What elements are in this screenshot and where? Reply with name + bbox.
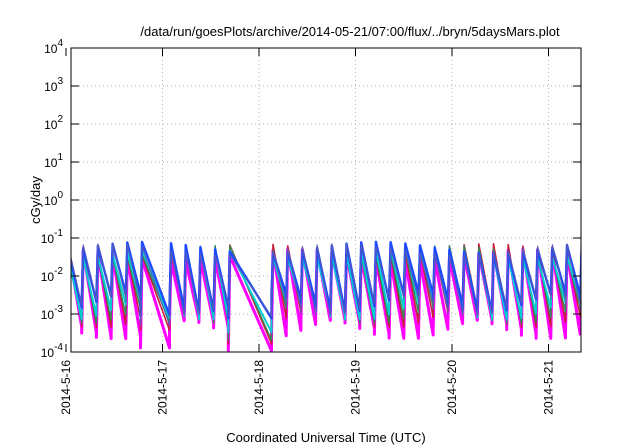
y-tick-label: 101 [44, 152, 63, 170]
x-tick-label: 2014-5-21 [542, 360, 556, 415]
y-tick-label: 10-3 [41, 304, 64, 322]
series-group [71, 240, 581, 352]
y-tick-label: 103 [44, 76, 63, 94]
y-tick-label: 10-4 [41, 342, 64, 360]
x-tick-label: 2014-5-20 [445, 360, 459, 415]
y-axis: 10-4 10-3 10-2 10-1 100 101 102 103 104 [41, 38, 581, 360]
x-tick-label: 2014-5-16 [59, 360, 73, 415]
y-tick-label: 10-1 [41, 228, 64, 246]
x-tick-label: 2014-5-17 [156, 360, 170, 415]
grid [71, 48, 581, 352]
y-tick-label: 102 [44, 114, 63, 132]
y-axis-label: cGy/day [28, 176, 43, 224]
y-tick-label: 10-2 [41, 266, 64, 284]
y-tick-label: 104 [44, 38, 63, 56]
x-tick-label: 2014-5-18 [252, 360, 266, 415]
x-axis: 2014-5-16 2014-5-17 2014-5-18 2014-5-19 2014… [59, 48, 556, 415]
series-line-5 [71, 243, 581, 326]
y-tick-label: 100 [44, 190, 63, 208]
chart-title: /data/run/goesPlots/archive/2014-05-21/0… [140, 24, 560, 39]
x-tick-label: 2014-5-19 [349, 360, 363, 415]
x-axis-label: Coordinated Universal Time (UTC) [226, 430, 425, 445]
